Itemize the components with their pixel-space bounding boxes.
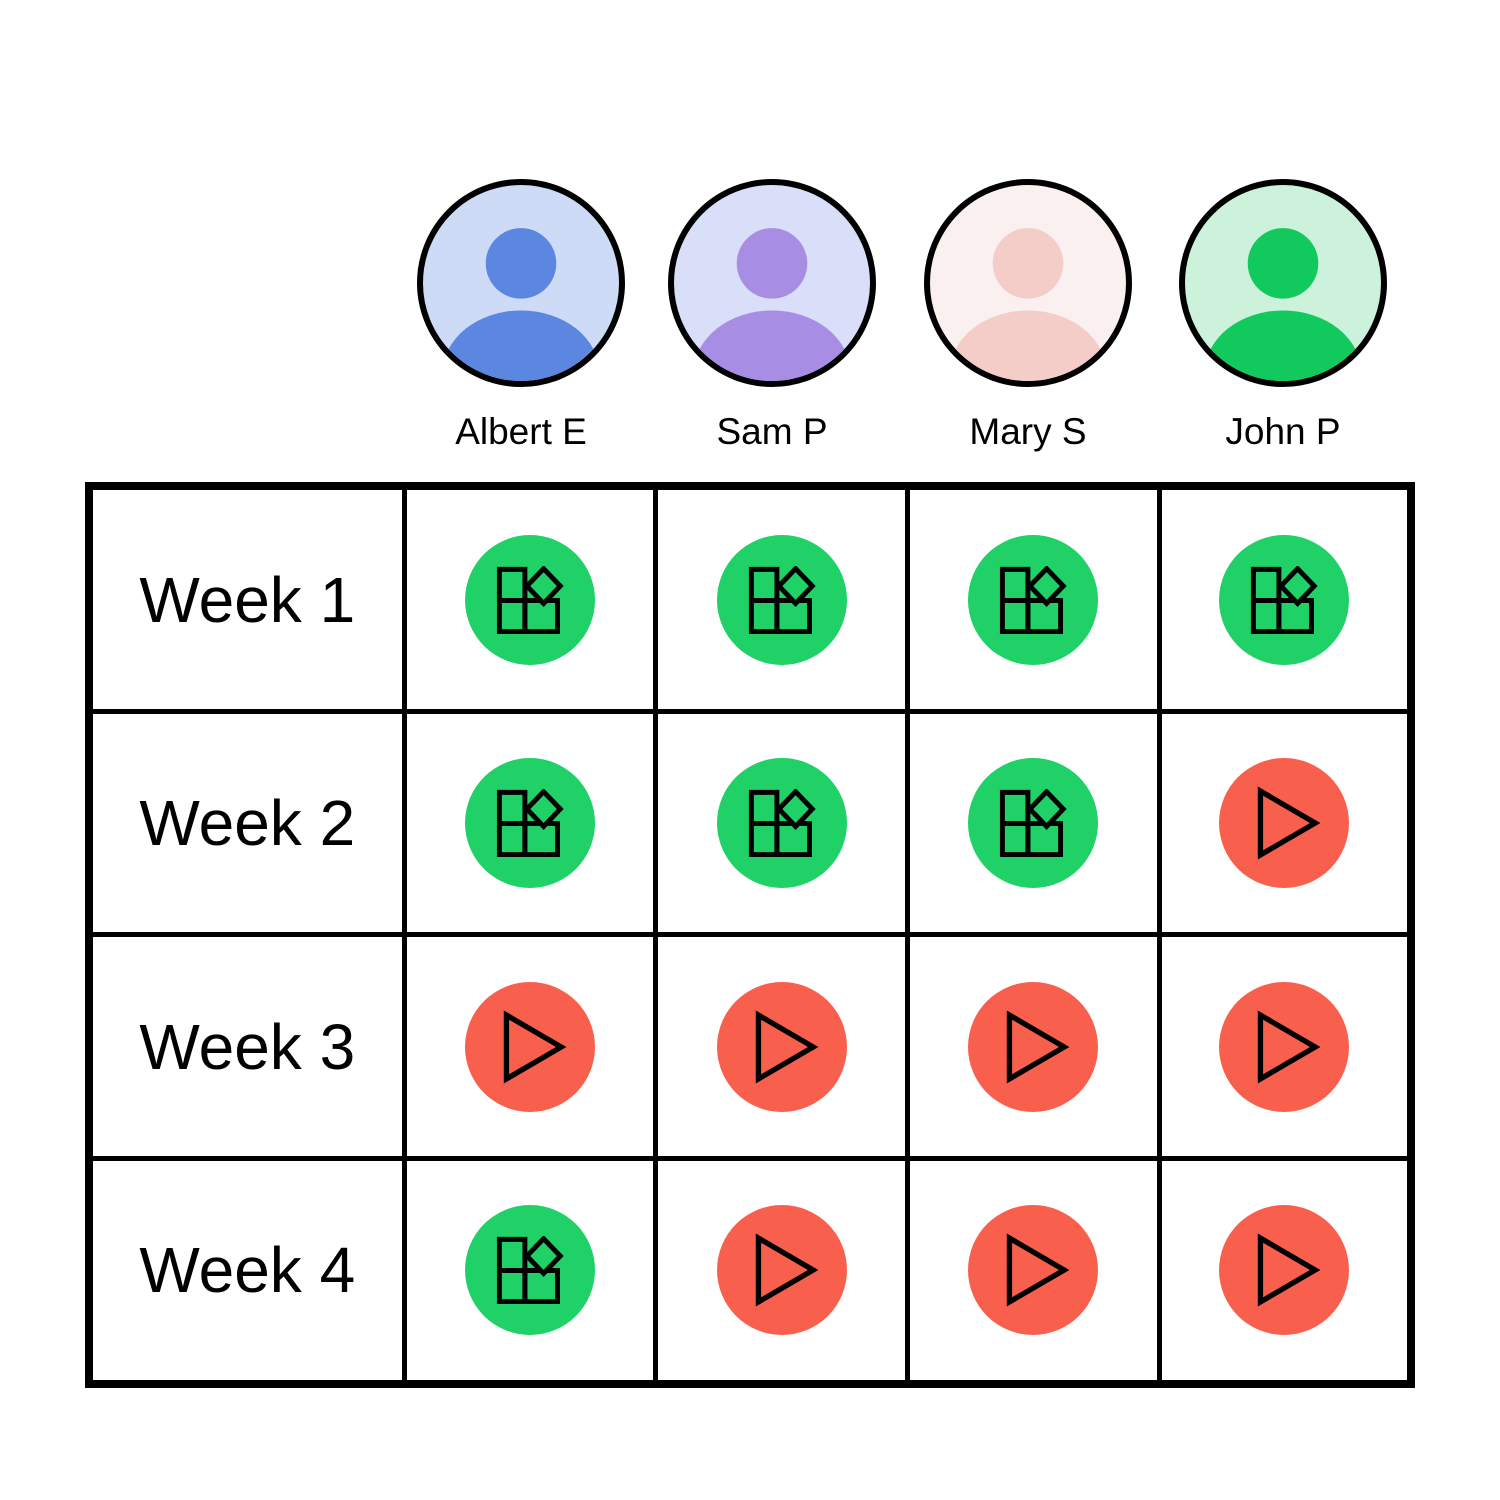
person-name: Albert E <box>455 411 587 452</box>
status-cell <box>905 1155 1162 1387</box>
avatar <box>924 179 1132 387</box>
play-icon <box>1258 1233 1321 1307</box>
status-cell <box>1156 1155 1414 1387</box>
status-badge-play <box>716 1205 847 1336</box>
avatar <box>668 179 876 387</box>
status-cell <box>401 932 659 1161</box>
status-cell <box>905 932 1162 1161</box>
week-label: Week 4 <box>86 1155 407 1387</box>
play-icon <box>1007 1233 1070 1307</box>
blocks-icon <box>496 565 564 634</box>
status-cell <box>1156 932 1414 1161</box>
play-icon <box>1007 1010 1070 1084</box>
status-badge-play <box>1219 981 1350 1112</box>
status-table-body: Week 1 Week 2 Week 3 <box>86 483 1414 1387</box>
status-table: Week 1 Week 2 Week 3 <box>85 482 1415 1388</box>
status-cell <box>1156 709 1414 938</box>
status-cell <box>401 1155 659 1387</box>
status-cell <box>653 483 910 715</box>
status-badge-blocks <box>464 758 595 889</box>
play-icon <box>755 1233 819 1307</box>
person-1: Albert E <box>417 179 625 453</box>
person-name: Mary S <box>969 411 1087 452</box>
table-row: Week 1 <box>86 483 1414 715</box>
status-cell <box>653 932 910 1161</box>
person-icon <box>949 228 1107 381</box>
status-cell <box>905 709 1162 938</box>
status-badge-blocks <box>716 534 847 665</box>
person-4: John P <box>1179 179 1387 453</box>
person-name: John P <box>1225 411 1341 452</box>
play-icon <box>503 1010 567 1084</box>
table-row: Week 4 <box>86 1155 1414 1387</box>
avatar <box>417 179 625 387</box>
status-badge-blocks <box>716 758 847 889</box>
blocks-icon <box>1000 789 1068 858</box>
play-icon <box>755 1010 819 1084</box>
status-badge-blocks <box>968 534 1099 665</box>
blocks-icon <box>748 789 816 858</box>
status-badge-play <box>716 981 847 1112</box>
status-cell <box>653 1155 910 1387</box>
status-badge-play <box>1219 758 1350 889</box>
avatar <box>1179 179 1387 387</box>
status-badge-play <box>968 981 1099 1112</box>
status-badge-play <box>968 1205 1099 1336</box>
week-label: Week 3 <box>86 932 407 1161</box>
blocks-icon <box>1000 565 1068 634</box>
status-cell <box>905 483 1162 715</box>
person-2: Sam P <box>668 179 876 453</box>
status-cell <box>401 709 659 938</box>
status-badge-blocks <box>1219 534 1350 665</box>
status-badge-blocks <box>968 758 1099 889</box>
status-cell <box>401 483 659 715</box>
person-icon <box>442 228 600 381</box>
status-badge-blocks <box>464 1205 595 1336</box>
blocks-icon <box>496 789 564 858</box>
person-3: Mary S <box>924 179 1132 453</box>
status-cell <box>653 709 910 938</box>
status-badge-play <box>1219 1205 1350 1336</box>
week-label: Week 1 <box>86 483 407 715</box>
status-badge-play <box>464 981 595 1112</box>
blocks-icon <box>748 565 816 634</box>
table-row: Week 3 <box>86 932 1414 1161</box>
person-name: Sam P <box>716 411 828 452</box>
table-row: Week 2 <box>86 709 1414 938</box>
status-cell <box>1156 483 1414 715</box>
play-icon <box>1258 786 1321 860</box>
play-icon <box>1258 1010 1321 1084</box>
week-label: Week 2 <box>86 709 407 938</box>
blocks-icon <box>1251 565 1319 634</box>
status-badge-blocks <box>464 534 595 665</box>
person-icon <box>1204 228 1362 381</box>
blocks-icon <box>496 1236 564 1305</box>
person-icon <box>693 228 851 381</box>
